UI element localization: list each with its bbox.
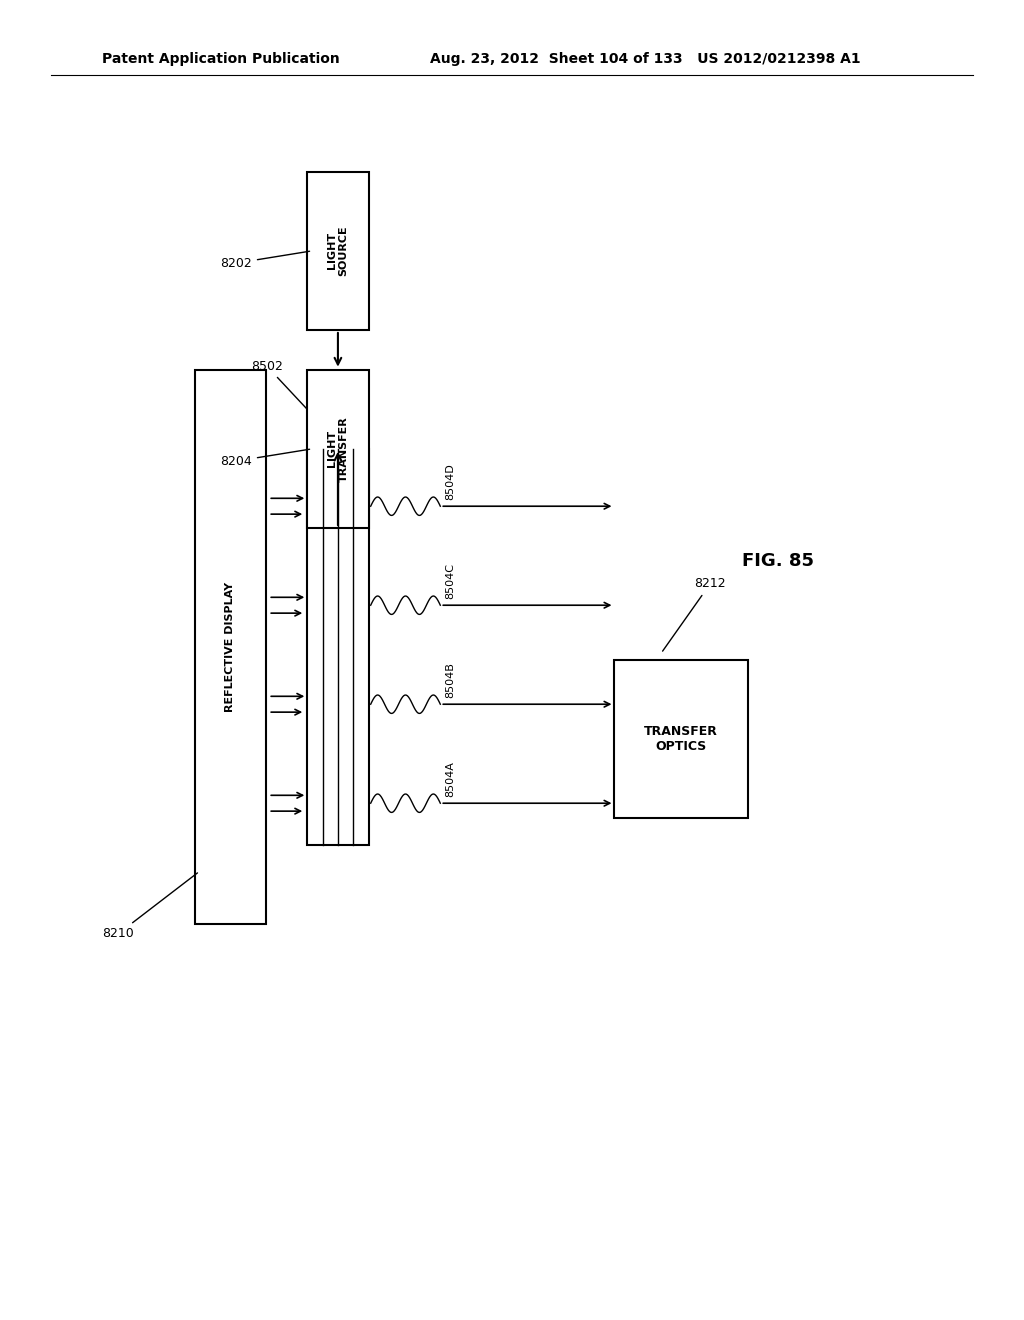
Text: TRANSFER
OPTICS: TRANSFER OPTICS [644, 725, 718, 754]
FancyBboxPatch shape [307, 172, 369, 330]
Text: 8202: 8202 [220, 251, 309, 269]
Text: 8502: 8502 [251, 359, 324, 426]
Text: Aug. 23, 2012  Sheet 104 of 133   US 2012/0212398 A1: Aug. 23, 2012 Sheet 104 of 133 US 2012/0… [430, 53, 861, 66]
Text: LIGHT
SOURCE: LIGHT SOURCE [327, 226, 349, 276]
Text: 8504B: 8504B [445, 661, 456, 697]
Text: LIGHT
TRANSFER: LIGHT TRANSFER [327, 416, 349, 482]
Text: REFLECTIVE DISPLAY: REFLECTIVE DISPLAY [225, 582, 236, 711]
Text: 8504D: 8504D [445, 463, 456, 499]
Text: 8204: 8204 [220, 449, 309, 467]
Text: 8212: 8212 [663, 577, 726, 651]
Text: 8210: 8210 [102, 873, 198, 940]
Text: 8504A: 8504A [445, 760, 456, 796]
FancyBboxPatch shape [307, 449, 369, 845]
Text: 8504C: 8504C [445, 562, 456, 599]
FancyBboxPatch shape [195, 370, 266, 924]
Text: FIG. 85: FIG. 85 [742, 552, 814, 570]
FancyBboxPatch shape [614, 660, 748, 818]
Text: Patent Application Publication: Patent Application Publication [102, 53, 340, 66]
FancyBboxPatch shape [307, 370, 369, 528]
